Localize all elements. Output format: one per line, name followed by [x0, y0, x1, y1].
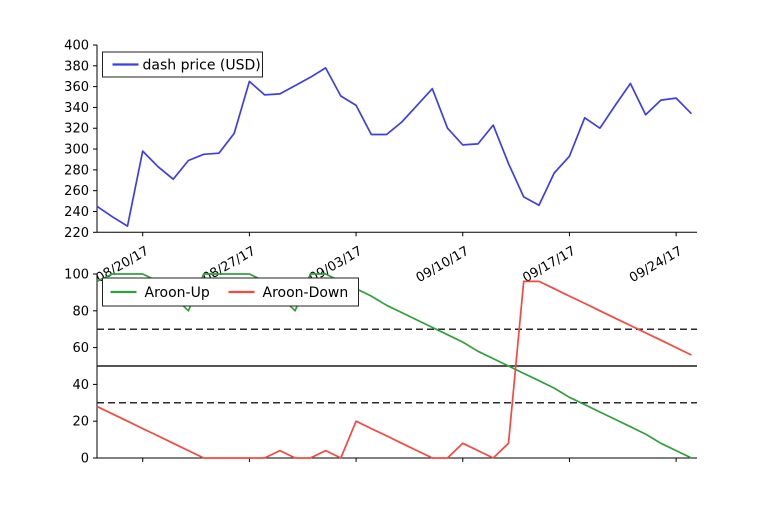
y-tick-label: 340 — [64, 101, 89, 116]
dash-price-usd--line — [96, 67, 693, 227]
aroon-down-line — [96, 280, 692, 459]
y-tick-label: 400 — [64, 39, 89, 54]
y-tick-label: 60 — [72, 341, 89, 356]
y-tick-label: 300 — [64, 143, 89, 158]
y-tick-label: 380 — [64, 59, 89, 74]
y-tick-label: 280 — [64, 163, 89, 178]
y-tick-label: 220 — [64, 226, 89, 241]
y-tick-label: 80 — [72, 304, 89, 319]
legend-label: Aroon-Up — [145, 285, 210, 301]
legend-label: Aroon-Down — [263, 285, 349, 301]
legend-label: dash price (USD) — [143, 58, 261, 74]
y-tick-label: 260 — [64, 184, 89, 199]
y-tick-label: 20 — [72, 415, 89, 430]
y-tick-label: 0 — [81, 452, 89, 467]
x-tick-label: 09/24/17 — [627, 244, 685, 286]
y-tick-label: 40 — [72, 378, 89, 393]
y-tick-label: 360 — [64, 80, 89, 95]
y-tick-label: 320 — [64, 122, 89, 137]
x-tick-label: 09/17/17 — [520, 244, 578, 286]
x-tick-label: 09/10/17 — [414, 244, 472, 286]
y-tick-label: 100 — [64, 268, 89, 283]
y-tick-label: 240 — [64, 205, 89, 220]
